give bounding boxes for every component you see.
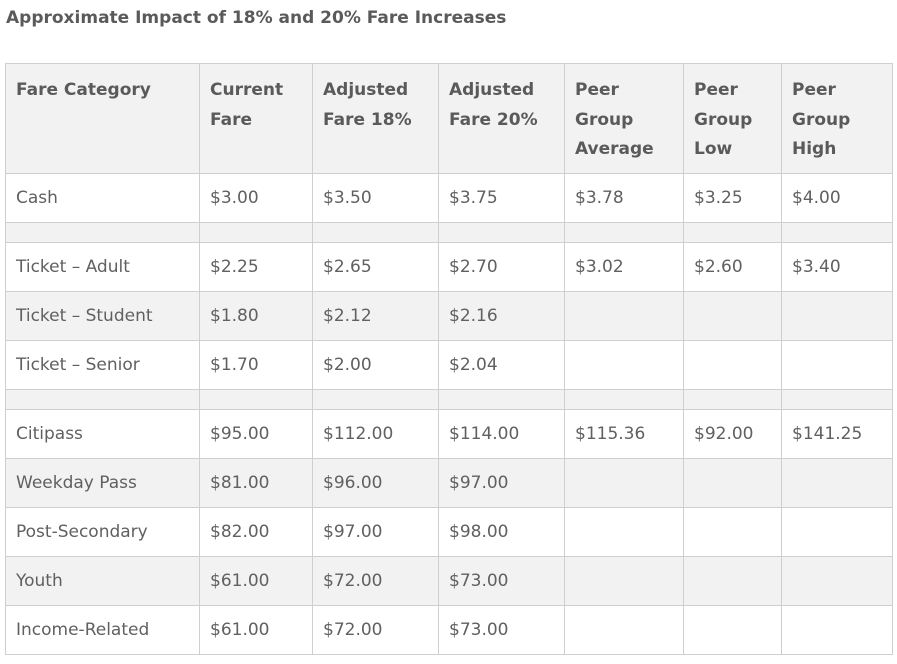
table-row: Ticket – Senior $1.70 $2.00 $2.04 (5, 340, 893, 390)
cell-current-fare: $82.00 (199, 507, 313, 557)
header-adjusted-fare-18: Adjusted Fare 18% (312, 63, 439, 174)
cell-adjusted-20: $73.00 (438, 556, 565, 606)
cell-current-fare: $61.00 (199, 605, 313, 655)
spacer-row (5, 222, 893, 243)
cell-current-fare: $1.70 (199, 340, 313, 390)
spacer-cell (683, 389, 782, 410)
cell-adjusted-20: $2.16 (438, 291, 565, 341)
cell-adjusted-20: $2.70 (438, 242, 565, 292)
table-row: Post-Secondary $82.00 $97.00 $98.00 (5, 507, 893, 557)
cell-peer-high (781, 507, 893, 557)
cell-adjusted-20: $97.00 (438, 458, 565, 508)
spacer-cell (5, 222, 200, 243)
cell-fare-category: Ticket – Adult (5, 242, 200, 292)
cell-adjusted-18: $96.00 (312, 458, 439, 508)
cell-peer-average (564, 458, 684, 508)
cell-fare-category: Weekday Pass (5, 458, 200, 508)
cell-peer-average (564, 340, 684, 390)
cell-adjusted-18: $72.00 (312, 605, 439, 655)
cell-fare-category: Income-Related (5, 605, 200, 655)
cell-adjusted-18: $72.00 (312, 556, 439, 606)
cell-fare-category: Ticket – Student (5, 291, 200, 341)
header-peer-group-average: Peer Group Average (564, 63, 684, 174)
spacer-cell (5, 389, 200, 410)
cell-adjusted-20: $3.75 (438, 173, 565, 223)
cell-current-fare: $2.25 (199, 242, 313, 292)
cell-fare-category: Cash (5, 173, 200, 223)
cell-adjusted-20: $2.04 (438, 340, 565, 390)
cell-current-fare: $95.00 (199, 409, 313, 459)
cell-current-fare: $3.00 (199, 173, 313, 223)
cell-peer-low: $2.60 (683, 242, 782, 292)
cell-current-fare: $1.80 (199, 291, 313, 341)
table-row: Ticket – Student $1.80 $2.12 $2.16 (5, 291, 893, 341)
cell-adjusted-20: $98.00 (438, 507, 565, 557)
cell-peer-low (683, 605, 782, 655)
cell-adjusted-18: $2.65 (312, 242, 439, 292)
table-row: Income-Related $61.00 $72.00 $73.00 (5, 605, 893, 655)
cell-peer-low (683, 556, 782, 606)
cell-peer-low: $3.25 (683, 173, 782, 223)
cell-peer-average: $3.78 (564, 173, 684, 223)
header-adjusted-fare-20: Adjusted Fare 20% (438, 63, 565, 174)
header-peer-group-high: Peer Group High (781, 63, 893, 174)
table-row: Youth $61.00 $72.00 $73.00 (5, 556, 893, 606)
cell-peer-high: $4.00 (781, 173, 893, 223)
spacer-cell (199, 222, 313, 243)
spacer-cell (312, 389, 439, 410)
cell-peer-average (564, 605, 684, 655)
cell-current-fare: $81.00 (199, 458, 313, 508)
cell-peer-high (781, 458, 893, 508)
cell-peer-high (781, 605, 893, 655)
spacer-cell (781, 222, 893, 243)
cell-peer-low (683, 458, 782, 508)
spacer-cell (438, 389, 565, 410)
table-header-row: Fare Category Current Fare Adjusted Fare… (5, 63, 893, 174)
table-row: Cash $3.00 $3.50 $3.75 $3.78 $3.25 $4.00 (5, 173, 893, 223)
cell-adjusted-18: $3.50 (312, 173, 439, 223)
spacer-cell (312, 222, 439, 243)
cell-adjusted-18: $112.00 (312, 409, 439, 459)
table-row: Weekday Pass $81.00 $96.00 $97.00 (5, 458, 893, 508)
cell-adjusted-20: $114.00 (438, 409, 565, 459)
cell-peer-average (564, 507, 684, 557)
cell-fare-category: Ticket – Senior (5, 340, 200, 390)
header-peer-group-low: Peer Group Low (683, 63, 782, 174)
cell-peer-low: $92.00 (683, 409, 782, 459)
cell-peer-high: $141.25 (781, 409, 893, 459)
spacer-cell (564, 389, 684, 410)
spacer-row (5, 389, 893, 410)
cell-adjusted-18: $2.00 (312, 340, 439, 390)
cell-current-fare: $61.00 (199, 556, 313, 606)
cell-peer-average (564, 291, 684, 341)
spacer-cell (438, 222, 565, 243)
header-current-fare: Current Fare (199, 63, 313, 174)
page-title: Approximate Impact of 18% and 20% Fare I… (6, 8, 507, 28)
table-row: Ticket – Adult $2.25 $2.65 $2.70 $3.02 $… (5, 242, 893, 292)
cell-peer-average (564, 556, 684, 606)
cell-peer-high: $3.40 (781, 242, 893, 292)
cell-peer-high (781, 340, 893, 390)
cell-peer-high (781, 556, 893, 606)
cell-peer-low (683, 340, 782, 390)
cell-adjusted-18: $97.00 (312, 507, 439, 557)
cell-peer-average: $3.02 (564, 242, 684, 292)
header-fare-category: Fare Category (5, 63, 200, 174)
cell-adjusted-18: $2.12 (312, 291, 439, 341)
cell-peer-high (781, 291, 893, 341)
fare-impact-table: Fare Category Current Fare Adjusted Fare… (5, 63, 893, 655)
table-row: Citipass $95.00 $112.00 $114.00 $115.36 … (5, 409, 893, 459)
cell-fare-category: Post-Secondary (5, 507, 200, 557)
spacer-cell (564, 222, 684, 243)
cell-peer-average: $115.36 (564, 409, 684, 459)
spacer-cell (781, 389, 893, 410)
cell-fare-category: Youth (5, 556, 200, 606)
cell-peer-low (683, 507, 782, 557)
spacer-cell (199, 389, 313, 410)
cell-peer-low (683, 291, 782, 341)
cell-adjusted-20: $73.00 (438, 605, 565, 655)
cell-fare-category: Citipass (5, 409, 200, 459)
spacer-cell (683, 222, 782, 243)
